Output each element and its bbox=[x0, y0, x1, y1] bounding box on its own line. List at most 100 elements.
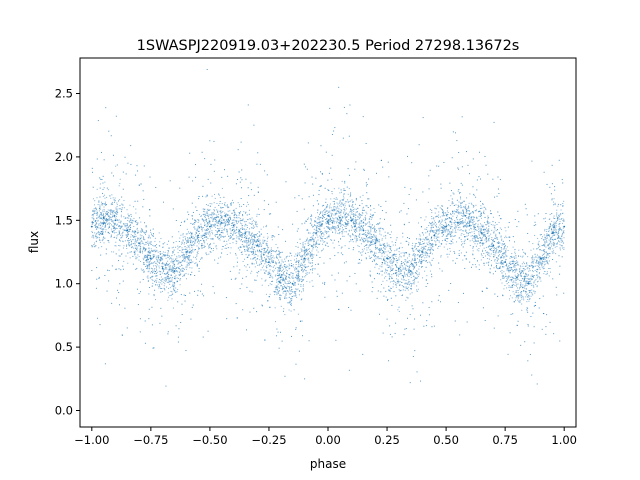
data-point bbox=[263, 254, 265, 256]
data-point bbox=[271, 270, 273, 272]
data-point bbox=[104, 225, 106, 227]
data-point bbox=[533, 224, 535, 226]
data-point bbox=[501, 228, 503, 230]
data-point bbox=[463, 255, 465, 257]
data-point bbox=[425, 245, 427, 247]
data-point bbox=[177, 263, 179, 265]
data-point bbox=[366, 244, 368, 246]
data-point bbox=[173, 286, 175, 288]
data-point bbox=[475, 210, 477, 212]
data-point bbox=[108, 241, 110, 243]
data-point bbox=[144, 342, 146, 344]
data-point bbox=[329, 223, 331, 225]
data-point bbox=[540, 280, 542, 282]
data-point bbox=[96, 267, 98, 269]
data-point bbox=[289, 286, 291, 288]
data-point bbox=[147, 277, 149, 279]
data-point bbox=[309, 244, 311, 246]
data-point bbox=[362, 228, 364, 230]
data-point bbox=[514, 253, 516, 255]
data-point bbox=[553, 242, 555, 244]
data-point bbox=[282, 280, 284, 282]
data-point bbox=[230, 202, 232, 204]
data-point bbox=[94, 242, 96, 244]
data-point bbox=[105, 212, 107, 214]
data-point bbox=[445, 230, 447, 232]
data-point bbox=[263, 249, 265, 251]
data-point bbox=[482, 249, 484, 251]
data-point bbox=[362, 116, 364, 118]
data-point bbox=[282, 268, 284, 270]
data-point bbox=[552, 226, 554, 228]
data-point bbox=[409, 263, 411, 265]
data-point bbox=[221, 248, 223, 250]
data-point bbox=[362, 207, 364, 209]
data-point bbox=[285, 293, 287, 295]
data-point bbox=[259, 243, 261, 245]
data-point bbox=[487, 258, 489, 260]
data-point bbox=[413, 267, 415, 269]
data-point bbox=[192, 223, 194, 225]
data-point bbox=[335, 217, 337, 219]
data-point bbox=[382, 332, 384, 334]
data-point bbox=[385, 200, 387, 202]
data-point bbox=[520, 344, 522, 346]
data-point bbox=[500, 270, 502, 272]
data-point bbox=[488, 228, 490, 230]
data-point bbox=[297, 252, 299, 254]
data-point bbox=[302, 244, 304, 246]
data-point bbox=[353, 229, 355, 231]
data-point bbox=[546, 271, 548, 273]
data-point bbox=[252, 243, 254, 245]
data-point bbox=[133, 247, 135, 249]
data-point bbox=[499, 227, 501, 229]
data-point bbox=[103, 242, 105, 244]
data-point bbox=[445, 212, 447, 214]
data-point bbox=[264, 257, 266, 259]
data-point bbox=[250, 223, 252, 225]
data-point bbox=[334, 212, 336, 214]
data-point bbox=[308, 260, 310, 262]
data-point bbox=[536, 248, 538, 250]
data-point bbox=[119, 283, 121, 285]
data-point bbox=[526, 264, 528, 266]
data-point bbox=[107, 219, 109, 221]
data-point bbox=[219, 234, 221, 236]
data-point bbox=[229, 210, 231, 212]
data-point bbox=[308, 196, 310, 198]
data-point bbox=[382, 243, 384, 245]
data-point bbox=[282, 279, 284, 281]
data-point bbox=[507, 353, 509, 355]
data-point bbox=[239, 181, 241, 183]
data-point bbox=[376, 224, 378, 226]
data-point bbox=[466, 212, 468, 214]
data-point bbox=[245, 238, 247, 240]
data-point bbox=[375, 231, 377, 233]
data-point bbox=[447, 231, 449, 233]
data-point bbox=[391, 304, 393, 306]
data-point bbox=[491, 237, 493, 239]
data-point bbox=[485, 247, 487, 249]
data-point bbox=[395, 244, 397, 246]
data-point bbox=[513, 256, 515, 258]
data-point bbox=[224, 224, 226, 226]
data-point bbox=[163, 280, 165, 282]
data-point bbox=[436, 165, 438, 167]
data-point bbox=[316, 247, 318, 249]
data-point bbox=[170, 257, 172, 259]
data-point bbox=[175, 220, 177, 222]
data-point bbox=[145, 260, 147, 262]
data-point bbox=[178, 267, 180, 269]
data-point bbox=[246, 240, 248, 242]
data-point bbox=[355, 208, 357, 210]
data-point bbox=[466, 225, 468, 227]
data-point bbox=[109, 216, 111, 218]
data-point bbox=[279, 273, 281, 275]
data-point bbox=[143, 244, 145, 246]
data-point bbox=[472, 237, 474, 239]
data-point bbox=[403, 253, 405, 255]
data-point bbox=[387, 258, 389, 260]
data-point bbox=[418, 222, 419, 224]
data-point bbox=[379, 229, 381, 231]
data-point bbox=[434, 212, 436, 214]
